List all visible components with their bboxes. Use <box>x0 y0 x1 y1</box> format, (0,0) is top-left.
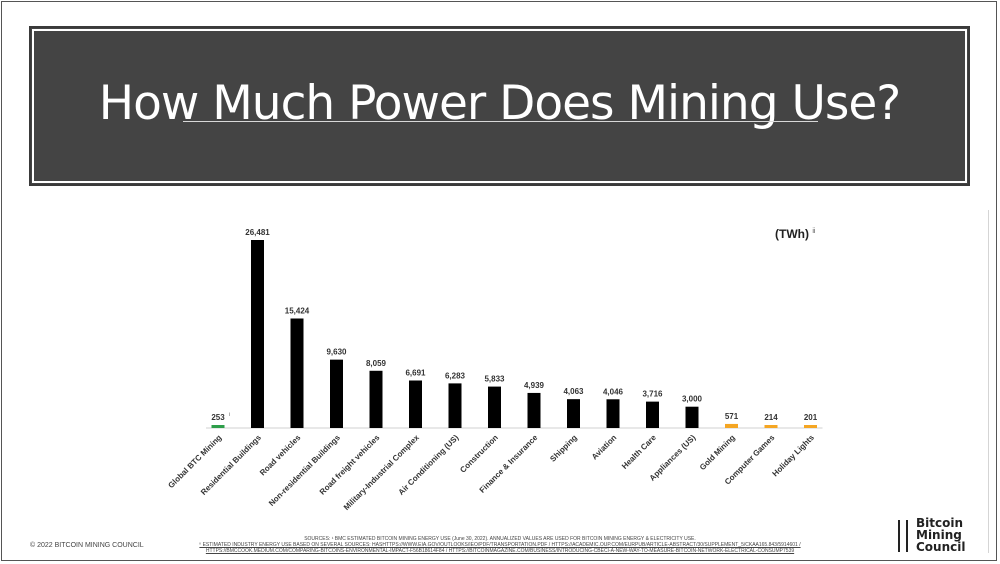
bar-9 <box>567 399 580 428</box>
value-label-footnote: i <box>229 412 230 418</box>
category-label-7: Construction <box>458 433 500 475</box>
logo-bars-icon <box>898 520 908 552</box>
bar-10 <box>606 399 620 428</box>
unit-label-text: (TWh) <box>775 227 809 241</box>
category-label-2: Road vehicles <box>258 433 303 478</box>
category-label-15: Holiday Lights <box>771 433 817 479</box>
logo-line-3: Council <box>916 540 966 554</box>
value-label-2: 15,424 <box>285 306 310 315</box>
value-label-8: 4,939 <box>524 381 545 390</box>
logo-text: Bitcoin Mining Council <box>916 517 965 553</box>
value-label-10: 4,046 <box>603 387 624 396</box>
unit-footnote: ii <box>812 228 816 235</box>
bar-6 <box>448 383 462 428</box>
bar-5 <box>409 380 422 428</box>
value-label-12: 3,000 <box>682 395 703 404</box>
unit-label: (TWh) ii <box>775 227 815 241</box>
value-label-7: 5,833 <box>484 375 505 384</box>
value-label-15: 201 <box>804 413 818 422</box>
logo-line-2: Mining <box>916 528 962 542</box>
bar-13 <box>725 423 738 428</box>
bar-15 <box>804 425 817 428</box>
sources-line-2: ⁱⁱ ESTIMATED INDUSTRY ENERGY USE BASED O… <box>199 542 801 554</box>
value-label-0: 253 <box>211 413 225 422</box>
bar-8 <box>527 392 541 428</box>
value-label-11: 3,716 <box>642 390 663 399</box>
title-banner: How Much Power Does Mining Use? <box>29 26 970 186</box>
category-label-13: Gold Mining <box>698 433 737 472</box>
copyright-notice: © 2022 BITCOIN MINING COUNCIL <box>30 542 144 549</box>
bitcoin-mining-council-logo: Bitcoin Mining Council <box>898 517 988 557</box>
value-label-13: 571 <box>725 412 739 421</box>
sources-line-1: SOURCES: ¹ BMC ESTIMATED BITCOIN MINING … <box>304 536 696 542</box>
value-label-3: 9,630 <box>326 348 347 357</box>
bar-0 <box>211 425 225 428</box>
category-label-10: Aviation <box>590 433 619 462</box>
bar-12 <box>685 406 699 428</box>
value-label-6: 6,283 <box>445 371 466 380</box>
value-label-9: 4,063 <box>563 387 584 396</box>
bar-11 <box>646 401 659 428</box>
bar-7 <box>488 386 501 428</box>
slide-title: How Much Power Does Mining Use? <box>98 76 901 131</box>
value-label-5: 6,691 <box>405 368 426 377</box>
sources-footnote: SOURCES: ¹ BMC ESTIMATED BITCOIN MINING … <box>180 536 820 554</box>
value-label-1: 26,481 <box>245 228 270 237</box>
category-label-11: Health Care <box>620 433 658 471</box>
category-label-5: Military-Industrial Complex <box>342 433 421 512</box>
bar-1 <box>251 240 264 428</box>
bar-14 <box>764 425 778 428</box>
bar-4 <box>369 370 383 428</box>
value-label-14: 214 <box>764 413 778 422</box>
value-label-4: 8,059 <box>366 359 387 368</box>
category-label-3: Non-residential Buildings <box>267 433 342 508</box>
title-underline <box>183 121 818 122</box>
logo-line-1: Bitcoin <box>916 516 964 530</box>
category-label-9: Shipping <box>548 433 579 464</box>
chart-panel: 253 i Global BTC Mining 26,481 Residential B… <box>148 210 989 553</box>
bar-2 <box>290 318 304 428</box>
bar-3 <box>330 359 343 428</box>
